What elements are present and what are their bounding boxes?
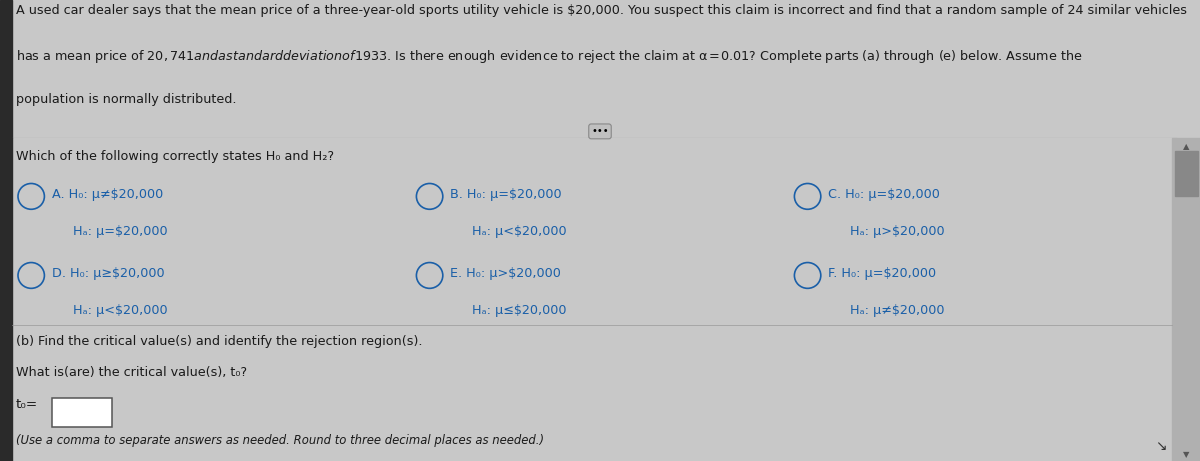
Text: Hₐ: μ<$20,000: Hₐ: μ<$20,000	[73, 304, 168, 318]
Text: A. H₀: μ≠$20,000: A. H₀: μ≠$20,000	[52, 189, 163, 201]
Bar	[0, 0, 12, 138]
Text: t₀=: t₀=	[16, 398, 37, 411]
Text: B. H₀: μ=$20,000: B. H₀: μ=$20,000	[450, 189, 562, 201]
FancyBboxPatch shape	[52, 398, 112, 427]
Text: D. H₀: μ≥$20,000: D. H₀: μ≥$20,000	[52, 267, 164, 280]
Text: Hₐ: μ≤$20,000: Hₐ: μ≤$20,000	[472, 304, 566, 318]
Text: ▼: ▼	[1183, 450, 1189, 459]
Text: Hₐ: μ>$20,000: Hₐ: μ>$20,000	[850, 225, 944, 238]
Text: (b) Find the critical value(s) and identify the rejection region(s).: (b) Find the critical value(s) and ident…	[16, 335, 422, 348]
Text: F. H₀: μ=$20,000: F. H₀: μ=$20,000	[828, 267, 936, 280]
Text: E. H₀: μ>$20,000: E. H₀: μ>$20,000	[450, 267, 560, 280]
Text: •••: •••	[592, 126, 608, 136]
Text: ▲: ▲	[1183, 142, 1189, 151]
Text: has a mean price of $20,741 and a standard deviation of $1933. Is there enough e: has a mean price of $20,741 and a standa…	[16, 48, 1082, 65]
Text: What is(are) the critical value(s), t₀?: What is(are) the critical value(s), t₀?	[16, 366, 247, 379]
Text: Hₐ: μ≠$20,000: Hₐ: μ≠$20,000	[850, 304, 944, 318]
Text: Hₐ: μ=$20,000: Hₐ: μ=$20,000	[73, 225, 168, 238]
Text: Hₐ: μ<$20,000: Hₐ: μ<$20,000	[472, 225, 566, 238]
Text: C. H₀: μ=$20,000: C. H₀: μ=$20,000	[828, 189, 940, 201]
Text: Which of the following correctly states H₀ and H₂?: Which of the following correctly states …	[16, 150, 334, 163]
Text: ↘: ↘	[1154, 439, 1166, 453]
Text: A used car dealer says that the mean price of a three-year-old sports utility ve: A used car dealer says that the mean pri…	[16, 4, 1187, 17]
Text: (Use a comma to separate answers as needed. Round to three decimal places as nee: (Use a comma to separate answers as need…	[16, 433, 544, 447]
Bar	[1172, 138, 1200, 461]
Text: population is normally distributed.: population is normally distributed.	[16, 93, 236, 106]
Bar	[1175, 151, 1198, 196]
Bar	[0, 138, 12, 461]
